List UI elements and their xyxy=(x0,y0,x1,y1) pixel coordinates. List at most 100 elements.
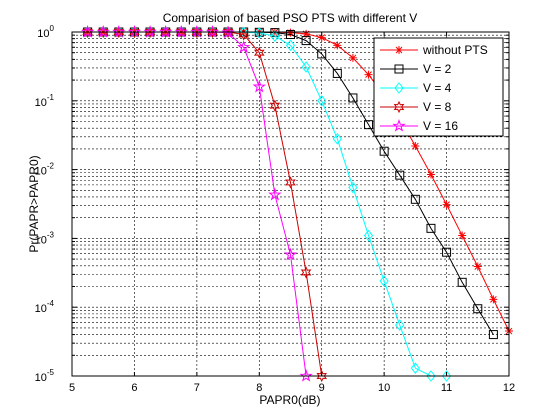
legend-marker xyxy=(395,46,403,54)
data-point xyxy=(332,133,342,145)
x-tick-label: 12 xyxy=(503,382,515,394)
chart-title: Comparision of based PSO PTS with differ… xyxy=(163,11,418,25)
data-point xyxy=(253,46,265,59)
data-point xyxy=(348,53,357,62)
data-point xyxy=(300,266,312,279)
series-line xyxy=(87,31,323,377)
y-tick-label: 10-1 xyxy=(35,93,55,109)
y-tick-label: 100 xyxy=(37,24,54,40)
legend-marker xyxy=(393,100,405,114)
x-axis-label: PAPR0(dB) xyxy=(259,393,320,407)
data-point xyxy=(473,304,483,314)
legend-marker xyxy=(392,118,406,132)
legend-label: V = 4 xyxy=(423,81,452,95)
data-point xyxy=(222,25,234,39)
axis-ticks xyxy=(71,32,510,377)
data-point xyxy=(333,41,342,50)
data-point xyxy=(301,36,311,46)
data-point xyxy=(316,369,328,383)
data-point xyxy=(129,25,140,39)
data-point xyxy=(317,49,327,59)
data-point xyxy=(268,187,282,201)
data-point xyxy=(160,25,171,39)
y-tick-label: 10-5 xyxy=(35,368,55,384)
data-point xyxy=(489,295,498,304)
data-point xyxy=(317,33,326,42)
x-tick-label: 8 xyxy=(256,382,262,394)
data-point xyxy=(488,330,498,340)
legend-entry: V = 8 xyxy=(380,100,452,114)
data-point xyxy=(97,25,109,39)
data-point xyxy=(175,25,187,39)
x-tick-labels: 5 6 7 8 9 10 11 12 xyxy=(69,382,515,394)
data-point xyxy=(283,247,298,261)
data-point xyxy=(174,24,188,38)
data-point xyxy=(379,146,389,156)
x-tick-label: 6 xyxy=(131,382,137,394)
legend-label: V = 2 xyxy=(423,62,452,76)
data-point xyxy=(269,99,281,112)
legend-label: V = 8 xyxy=(423,100,452,114)
data-point xyxy=(301,61,311,73)
data-point xyxy=(239,26,249,39)
data-point xyxy=(143,24,157,38)
legend: without PTS V = 2 V = 4 V = 8 V = 16 xyxy=(373,37,504,137)
data-point xyxy=(442,200,451,209)
data-point xyxy=(270,30,280,42)
data-point xyxy=(410,194,420,204)
x-tick-label: 10 xyxy=(378,382,390,394)
data-point xyxy=(364,70,373,79)
data-point xyxy=(473,262,482,271)
data-point xyxy=(411,142,420,151)
data-point xyxy=(285,39,296,52)
data-point xyxy=(112,24,126,38)
x-tick-label: 7 xyxy=(194,382,200,394)
data-point xyxy=(80,24,95,38)
legend-label: without PTS xyxy=(422,43,488,57)
data-point xyxy=(332,68,342,78)
y-axis-label: Pr(PAPR>PAPR0) xyxy=(27,155,41,252)
legend-label: V = 16 xyxy=(423,119,458,133)
plot-border xyxy=(71,31,510,377)
data-point xyxy=(458,231,467,240)
legend-entry: V = 16 xyxy=(380,118,458,133)
data-point xyxy=(144,25,156,39)
data-point xyxy=(285,176,296,189)
legend-entry: V = 4 xyxy=(380,81,452,95)
data-point xyxy=(205,24,220,38)
data-point xyxy=(364,120,374,130)
data-point xyxy=(96,24,110,38)
data-point xyxy=(207,25,218,39)
data-point xyxy=(363,229,374,242)
data-point xyxy=(302,29,311,38)
data-point xyxy=(299,368,313,382)
legend-entry: V = 2 xyxy=(380,62,452,76)
data-point xyxy=(221,25,235,39)
data-point xyxy=(237,40,251,53)
x-tick-label: 11 xyxy=(441,382,452,394)
data-point xyxy=(286,29,295,39)
data-point xyxy=(82,25,93,39)
data-point xyxy=(379,275,389,287)
data-point xyxy=(457,277,467,287)
data-point xyxy=(410,362,420,374)
data-point xyxy=(426,370,436,382)
data-point xyxy=(395,170,405,180)
legend-marker xyxy=(394,64,404,74)
data-point xyxy=(286,28,295,37)
data-point xyxy=(254,27,264,39)
x-tick-label: 9 xyxy=(319,382,325,394)
legend-marker xyxy=(394,82,404,94)
x-tick-label: 5 xyxy=(69,382,75,394)
legend-entry: without PTS xyxy=(380,43,488,57)
data-point xyxy=(252,79,266,93)
data-point xyxy=(441,370,452,382)
data-point xyxy=(348,181,358,194)
y-tick-label: 10-4 xyxy=(35,299,55,315)
data-point xyxy=(348,93,358,103)
data-point xyxy=(158,24,173,38)
data-point xyxy=(395,319,405,331)
data-point xyxy=(191,25,203,39)
